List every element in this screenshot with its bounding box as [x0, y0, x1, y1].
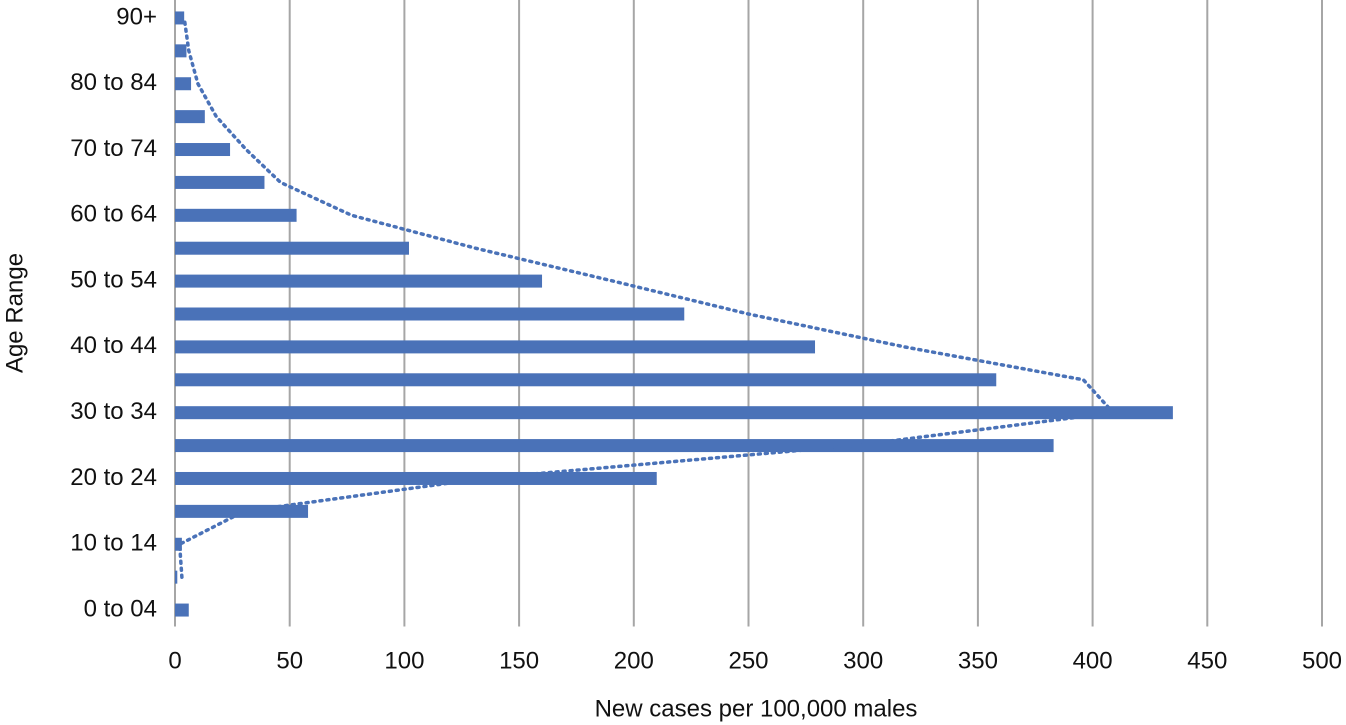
y-tick-label: 0 to 04: [84, 595, 157, 622]
x-tick-label: 0: [168, 647, 181, 674]
y-axis-label: Age Range: [1, 253, 28, 373]
x-tick-label: 250: [728, 647, 768, 674]
y-tick-label: 40 to 44: [70, 332, 157, 359]
bar: [175, 44, 187, 58]
x-tick-label: 450: [1187, 647, 1227, 674]
bar: [175, 143, 231, 157]
bar: [175, 406, 1173, 420]
bar: [175, 471, 657, 485]
bar: [175, 307, 685, 321]
x-tick-label: 100: [384, 647, 424, 674]
bar: [175, 208, 297, 222]
bar: [175, 537, 182, 551]
bar: [175, 439, 1054, 453]
bar: [175, 340, 816, 354]
bar: [175, 373, 997, 387]
trend-line: [177, 16, 1117, 579]
x-tick-label: 350: [958, 647, 998, 674]
x-tick-label: 500: [1302, 647, 1342, 674]
y-tick-label: 20 to 24: [70, 464, 157, 491]
x-axis-label: New cases per 100,000 males: [595, 695, 918, 722]
bar: [175, 570, 178, 584]
y-tick-label: 50 to 54: [70, 266, 157, 293]
bar: [175, 77, 192, 91]
bar: [175, 603, 189, 617]
x-tick-label: 50: [276, 647, 303, 674]
x-tick-label: 400: [1073, 647, 1113, 674]
x-tick-label: 150: [499, 647, 539, 674]
y-tick-label: 60 to 64: [70, 201, 157, 228]
y-tick-label: 10 to 14: [70, 530, 157, 557]
y-tick-label: 90+: [116, 3, 157, 30]
x-tick-label: 200: [614, 647, 654, 674]
bar: [175, 241, 409, 255]
bar: [175, 175, 265, 189]
bar: [175, 11, 185, 25]
y-tick-label: 80 to 84: [70, 69, 157, 96]
bar: [175, 110, 205, 124]
y-tick-label: 30 to 34: [70, 398, 157, 425]
y-tick-label: 70 to 74: [70, 135, 157, 162]
bar: [175, 274, 543, 288]
x-tick-label: 300: [843, 647, 883, 674]
